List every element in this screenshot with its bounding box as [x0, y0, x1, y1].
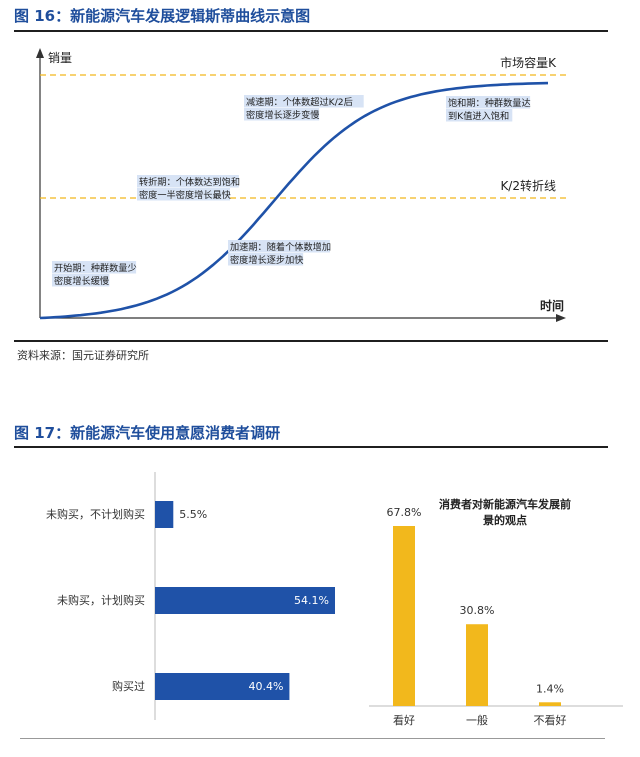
- annotation-text: 饱和期：种群数量达: [448, 97, 531, 109]
- bar-value-label: 30.8%: [460, 604, 495, 617]
- bar: [393, 526, 415, 706]
- bar: [155, 673, 290, 700]
- logistic-curve: [39, 81, 549, 320]
- annotation-text: 到K值进入饱和: [448, 110, 509, 122]
- bar: [155, 501, 174, 528]
- figure-17-top-rule: [14, 446, 608, 448]
- annotation-highlight: [52, 274, 110, 287]
- annotation-highlight: [137, 188, 230, 201]
- y-axis-label: 销量: [48, 51, 72, 65]
- annotation-highlight: [137, 175, 239, 188]
- reference-line-label: 市场容量K: [500, 55, 557, 70]
- category-label: 购买过: [112, 679, 145, 693]
- purchase-status-bar-chart: 未购买，不计划购买 5.5% 未购买，计划购买 54.1% 购买过 40.4%: [46, 472, 335, 720]
- figure-16-top-rule: [14, 30, 608, 32]
- bar-value-label: 40.4%: [248, 680, 283, 693]
- annotation-highlight: [228, 253, 304, 266]
- annotation-text: 开始期：种群数量少: [54, 262, 137, 274]
- annotation-highlight: [446, 96, 531, 109]
- category-label: 一般: [466, 714, 488, 727]
- bar-value-label: 5.5%: [179, 508, 207, 521]
- chart-title: 景的观点: [482, 513, 527, 527]
- annotation-text: 密度增长缓慢: [54, 275, 109, 287]
- x-axis-arrow: [556, 314, 566, 322]
- bar-value-label: 54.1%: [294, 594, 329, 607]
- category-label: 不看好: [534, 713, 567, 727]
- chart-title: 消费者对新能源汽车发展前: [439, 497, 571, 511]
- annotation-highlight: [244, 95, 364, 108]
- figure-16-bottom-rule: [14, 340, 608, 342]
- annotation-highlight: [228, 240, 330, 253]
- bar: [539, 702, 561, 706]
- bar-value-label: 67.8%: [387, 506, 422, 519]
- annotation-highlight: [244, 108, 320, 121]
- annotation-highlight: [52, 261, 137, 274]
- y-axis-arrow: [36, 48, 44, 58]
- figure-16-title: 图 16：新能源汽车发展逻辑斯蒂曲线示意图: [14, 7, 311, 25]
- category-label: 看好: [393, 713, 415, 727]
- figure-17-bottom-rule: [20, 738, 605, 739]
- annotation-text: 密度一半密度增长最快: [139, 189, 231, 201]
- bar-value-label: 1.4%: [536, 682, 564, 695]
- reference-line-label: K/2转折线: [500, 178, 556, 193]
- annotation-text: 加速期：随着个体数增加: [230, 241, 331, 253]
- figure-16-source: 资料来源：国元证券研究所: [17, 349, 149, 362]
- annotation-text: 密度增长逐步变慢: [246, 109, 320, 121]
- annotation-text: 密度增长逐步加快: [230, 254, 304, 266]
- annotation-text: 减速期：个体数超过K/2后: [246, 96, 353, 108]
- figure-17-title: 图 17：新能源汽车使用意愿消费者调研: [14, 424, 281, 442]
- category-label: 未购买，不计划购买: [46, 507, 145, 521]
- annotation-text: 转折期：个体数达到饱和: [139, 176, 240, 188]
- category-label: 未购买，计划购买: [57, 593, 145, 607]
- bar: [155, 587, 335, 614]
- x-axis-label: 时间: [540, 298, 564, 313]
- annotation-highlight: [446, 109, 513, 122]
- bar: [466, 624, 488, 706]
